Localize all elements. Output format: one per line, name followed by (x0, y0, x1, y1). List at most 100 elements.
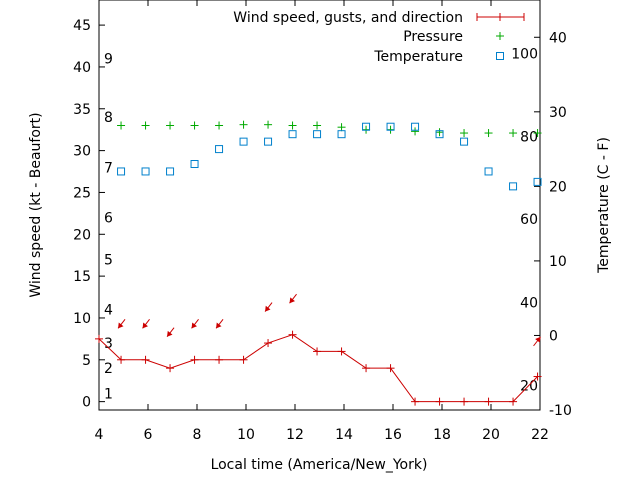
temperature-point (141, 167, 150, 176)
temperature-point (190, 160, 199, 168)
right-tick-labels: -10 0 10 20 30 40 (549, 30, 572, 419)
temperature-point (313, 130, 322, 139)
temperature-point (533, 177, 542, 186)
wind-arrow (191, 319, 199, 329)
wind-arrow (533, 336, 541, 347)
wind-point (313, 347, 322, 356)
fahrenheit-label: 60 (520, 212, 538, 228)
y-right-tick-label: 10 (549, 254, 567, 270)
wind-point (141, 355, 150, 364)
pressure-point (386, 125, 395, 134)
y-left-tick-label: 30 (73, 144, 91, 160)
pressure-point (533, 129, 542, 138)
pressure-point (117, 121, 126, 130)
beaufort-label: 4 (104, 303, 113, 319)
x-tick-label: 4 (95, 427, 104, 443)
wind-point (386, 364, 395, 373)
beaufort-labels: 1 2 3 4 5 6 7 8 9 (104, 52, 113, 403)
temperature-point (166, 167, 175, 176)
series-2 (117, 122, 542, 191)
x-tick-label: 16 (384, 427, 402, 443)
temperature-point (386, 122, 395, 131)
x-tick-label: 6 (144, 427, 153, 443)
fahrenheit-label: 80 (520, 129, 538, 145)
pressure-point (313, 121, 322, 130)
legend-label-wind: Wind speed, gusts, and direction (233, 10, 463, 26)
series-layer (95, 120, 542, 406)
pressure-point (460, 129, 469, 138)
temperature-point (117, 167, 126, 176)
legend-label-temperature: Temperature (373, 49, 463, 65)
temperature-point (239, 137, 248, 146)
wind-point (95, 334, 103, 343)
pressure-point (435, 128, 444, 137)
x-tick-label: 18 (433, 427, 451, 443)
wind-point (337, 347, 346, 356)
pressure-point (141, 121, 150, 130)
wind-point (117, 355, 126, 364)
wind-point (288, 330, 297, 339)
temperature-point (264, 137, 273, 146)
wind-point (215, 355, 224, 364)
temperature-point (215, 145, 224, 154)
beaufort-label: 8 (104, 110, 113, 126)
x-tick-labels: 4 6 8 10 12 14 16 18 20 22 (95, 427, 549, 443)
temperature-point (460, 137, 469, 146)
wind-point (484, 397, 493, 406)
wind-arrow (142, 319, 150, 329)
pressure-point (411, 127, 420, 136)
y-left-tick-label: 0 (82, 395, 91, 411)
y-right-tick-label: -10 (549, 403, 572, 419)
temperature-point (411, 122, 420, 131)
wind-point (460, 397, 469, 406)
x-tick-label: 20 (482, 427, 500, 443)
beaufort-label: 3 (104, 336, 113, 352)
beaufort-label: 9 (104, 52, 113, 68)
pressure-point (190, 121, 199, 130)
wind-arrow (166, 327, 175, 338)
fahrenheit-label: 40 (520, 296, 538, 312)
temperature-point (337, 130, 346, 139)
x-tick-label: 14 (335, 427, 353, 443)
legend-swatch-wind (476, 13, 525, 21)
wind-point (411, 397, 420, 406)
y-right-tick-label: 40 (549, 30, 567, 46)
legend: Wind speed, gusts, and direction Pressur… (233, 10, 525, 65)
x-tick-label: 8 (193, 427, 202, 443)
left-tick-labels: 0 5 10 15 20 25 30 35 40 45 (73, 18, 91, 411)
wind-point (190, 355, 199, 364)
wind-point (509, 397, 518, 406)
beaufort-label: 7 (104, 160, 113, 176)
beaufort-label: 5 (104, 252, 113, 268)
wind-arrow (264, 302, 273, 312)
series-line (98, 334, 538, 403)
temperature-point (509, 182, 518, 191)
pressure-point (166, 121, 175, 130)
beaufort-label: 1 (104, 386, 113, 402)
pressure-point (509, 129, 518, 138)
legend-swatch-temperature (496, 52, 504, 60)
beaufort-label: 2 (104, 361, 113, 377)
legend-swatch-pressure (496, 32, 504, 40)
plot-frame (98, 0, 541, 411)
temperature-point (484, 167, 493, 176)
x-tick-label: 10 (237, 427, 255, 443)
wind-point (239, 355, 248, 364)
series-0 (95, 330, 542, 406)
series-1 (117, 120, 542, 138)
pressure-point (264, 120, 273, 129)
beaufort-label: 6 (104, 211, 113, 227)
y-left-tick-label: 5 (82, 353, 91, 369)
pressure-point (288, 121, 297, 130)
x-axis-label: Local time (America/New_York) (211, 457, 428, 473)
x-tick-label: 22 (531, 427, 549, 443)
y-left-tick-label: 10 (73, 311, 91, 327)
wind-point (362, 364, 371, 373)
axis-ticks (98, 0, 541, 411)
pressure-point (362, 125, 371, 134)
y-left-tick-label: 20 (73, 227, 91, 243)
temperature-point (288, 130, 297, 139)
legend-label-pressure: Pressure (403, 29, 463, 45)
x-tick-label: 12 (286, 427, 304, 443)
